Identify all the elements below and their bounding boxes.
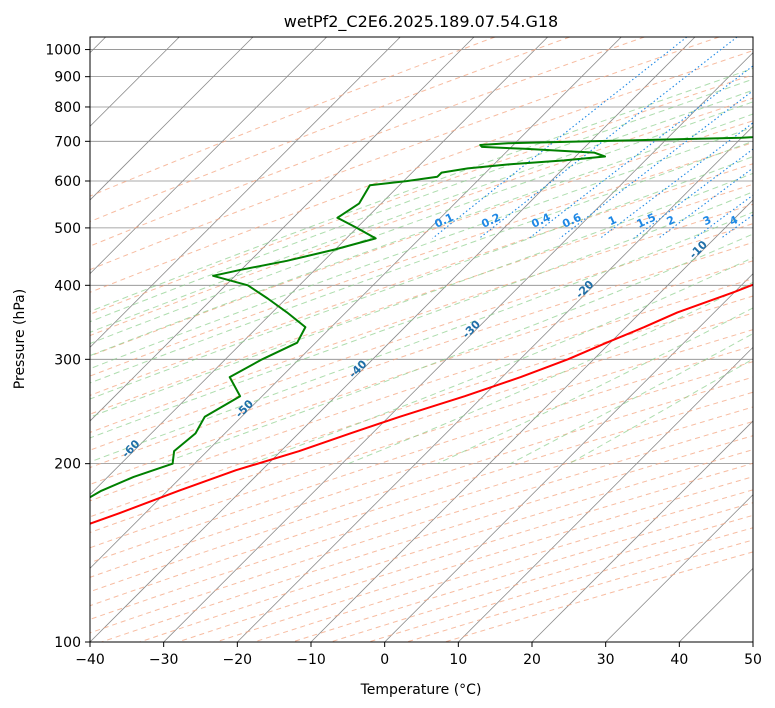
- moist-adiabat-line: [90, 101, 753, 345]
- dry-adiabat-line: [90, 37, 720, 271]
- x-tick-label: 30: [597, 652, 615, 668]
- moist-adiabat-line: [348, 281, 753, 465]
- x-tick-label: 10: [449, 652, 467, 668]
- y-tick-label: 700: [54, 134, 81, 150]
- reference-labels-layer: 0.10.20.40.611.52346810131620253036-100-…: [119, 211, 740, 461]
- x-axis-label: Temperature (°C): [360, 682, 482, 698]
- x-tick-label: −20: [223, 652, 253, 668]
- chart-title: wetPf2_C2E6.2025.189.07.54.G18: [284, 12, 558, 32]
- dry-adiabat-line: [90, 37, 570, 223]
- isotherm-line: [90, 37, 327, 275]
- y-tick-label: 100: [54, 635, 81, 651]
- mixing-ratio-line: [478, 37, 738, 239]
- moist-adiabat-line: [90, 211, 753, 463]
- dry-adiabat-line: [90, 163, 753, 396]
- moist-adiabat-line: [90, 140, 753, 384]
- moist-adiabat-line: [90, 89, 753, 333]
- dry-adiabat-line: [90, 97, 753, 337]
- x-tick-label: −30: [149, 652, 179, 668]
- dry-adiabat-line: [90, 295, 753, 518]
- dry-adiabat-line: [90, 142, 753, 377]
- tick-layer: −40 −30 −20 −10 0 10 20 30 40 50 100 200 300 400 500 60…: [45, 43, 762, 668]
- grid-layer: [90, 37, 753, 642]
- y-tick-label: 1000: [45, 43, 81, 59]
- dry-adiabat-line: [90, 329, 753, 549]
- dry-adiabat-line: [90, 260, 753, 485]
- y-tick-label: 400: [54, 278, 81, 294]
- moist-adiabat-line: [90, 113, 753, 357]
- isotherm-line: [605, 494, 753, 642]
- dry-adiabat-line: [90, 241, 753, 469]
- dry-adiabat-line: [90, 183, 753, 415]
- mixing-ratio-line: [559, 90, 753, 239]
- y-tick-label: 900: [54, 70, 81, 86]
- moist-adiabat-line: [90, 78, 753, 323]
- dry-adiabat-line: [90, 376, 753, 593]
- dry-adiabat-line: [90, 50, 753, 293]
- isotherm-line: [531, 420, 753, 642]
- dewpoint-profile-line: [90, 136, 753, 499]
- y-tick-label: 300: [54, 352, 81, 368]
- moist-adiabat-line: [90, 67, 753, 313]
- x-tick-label: 20: [523, 652, 541, 668]
- x-tick-label: −40: [75, 652, 105, 668]
- isotherm-line: [90, 37, 622, 569]
- isotherm-line: [90, 37, 696, 642]
- isotherm-line: [90, 37, 254, 201]
- x-tick-label: 40: [670, 652, 688, 668]
- y-tick-label: 800: [54, 100, 81, 116]
- x-tick-label: −10: [296, 652, 326, 668]
- x-tick-label: 0: [380, 652, 389, 668]
- isotherm-line: [458, 346, 753, 642]
- temperature-profile-line: [90, 283, 753, 525]
- reference-lines-layer: [90, 37, 753, 642]
- x-tick-label: 50: [744, 652, 762, 668]
- moist-adiabat-line: [251, 257, 753, 465]
- dry-adiabat-line: [90, 203, 753, 433]
- moist-adiabat-line: [90, 156, 753, 400]
- moist-adiabat-line: [90, 126, 753, 370]
- mixing-ratio-line: [658, 167, 753, 239]
- y-axis-label: Pressure (hPa): [12, 289, 28, 389]
- isotherm-line: [163, 52, 753, 642]
- series-layer: [90, 136, 753, 525]
- moist-adiabat-line: [90, 172, 753, 418]
- y-tick-label: 500: [54, 221, 81, 237]
- dry-adiabat-line: [90, 74, 753, 315]
- isotherm-line: [384, 273, 753, 642]
- isotherm-line: [90, 37, 548, 496]
- dry-adiabat-line: [90, 391, 753, 607]
- dry-adiabat-line: [90, 345, 753, 564]
- dry-adiabat-line: [90, 37, 496, 197]
- plot-frame: [89, 36, 754, 643]
- y-tick-label: 200: [54, 457, 81, 473]
- y-tick-label: 600: [54, 174, 81, 190]
- isotherm-line: [90, 37, 475, 422]
